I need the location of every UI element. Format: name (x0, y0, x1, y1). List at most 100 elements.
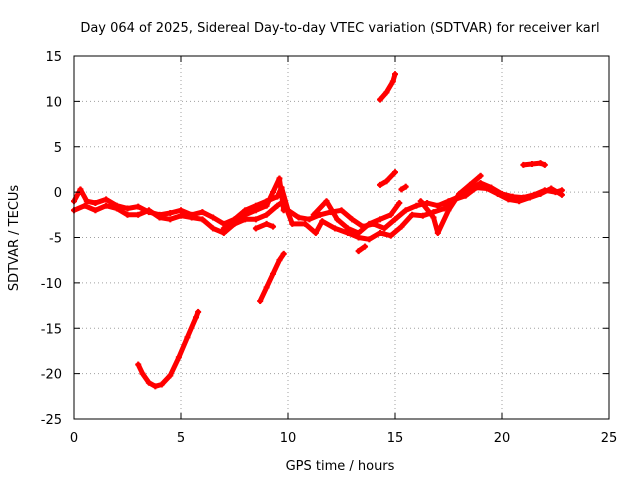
data-point (274, 193, 281, 200)
data-point (419, 212, 426, 219)
data-point (392, 216, 398, 223)
data-point (306, 216, 313, 223)
series-seg-14.3-15h-high (377, 71, 398, 103)
data-point (124, 205, 131, 212)
data-point (257, 298, 264, 305)
data-point (263, 220, 270, 227)
data-point (175, 354, 182, 361)
data-point (274, 202, 281, 209)
data-point (135, 211, 142, 218)
data-point (520, 161, 527, 168)
data-point (362, 243, 369, 250)
data-point (409, 211, 416, 218)
data-point (158, 381, 165, 388)
y-tick-label: -10 (41, 277, 62, 292)
data-point (242, 211, 249, 218)
data-point (263, 284, 270, 291)
data-point (103, 196, 110, 203)
y-tick-label: 5 (54, 141, 62, 156)
data-point (135, 203, 142, 210)
data-point (441, 205, 448, 212)
data-point (135, 361, 142, 368)
data-point (323, 198, 330, 205)
data-point (92, 200, 99, 207)
data-point (402, 183, 409, 190)
data-point (178, 207, 184, 214)
data-point (344, 225, 351, 232)
data-point (477, 172, 484, 179)
data-point (558, 191, 565, 198)
data-point (167, 216, 174, 223)
data-point (276, 175, 283, 182)
data-point (389, 78, 396, 85)
data-point (270, 270, 277, 277)
data-point (92, 207, 99, 214)
data-point (377, 96, 384, 103)
data-point (103, 202, 110, 209)
data-point (276, 257, 283, 264)
data-point (263, 211, 270, 218)
data-point (377, 216, 384, 223)
x-tick-label: 25 (601, 431, 618, 446)
data-point (302, 220, 309, 227)
y-tick-label: 0 (54, 186, 62, 201)
data-point (366, 236, 373, 243)
data-point (466, 181, 473, 188)
data-point (156, 214, 163, 221)
data-point (383, 89, 390, 96)
data-point (349, 216, 356, 223)
data-point (334, 216, 341, 223)
data-point (377, 181, 384, 188)
data-point (199, 209, 206, 216)
y-tick-label: 15 (45, 50, 62, 65)
data-point (317, 211, 324, 218)
data-point (270, 189, 277, 196)
data-point (145, 379, 152, 386)
data-point (199, 216, 206, 223)
data-point (124, 211, 131, 218)
data-point (537, 160, 544, 167)
data-point (355, 229, 362, 236)
data-point (83, 198, 90, 205)
y-axis-label: SDTVAR / TECUs (7, 185, 22, 292)
data-point (289, 220, 296, 227)
data-point (387, 211, 394, 218)
data-series (71, 71, 565, 390)
data-point (387, 232, 394, 239)
data-point (392, 169, 398, 176)
data-point (505, 196, 512, 203)
data-point (477, 180, 484, 187)
y-tick-label: -15 (41, 322, 62, 337)
data-point (430, 214, 437, 221)
data-point (252, 216, 259, 223)
data-point (417, 198, 424, 205)
data-point (484, 185, 491, 192)
data-point (113, 205, 120, 212)
data-point (210, 214, 217, 221)
data-point (398, 186, 405, 193)
data-point (167, 372, 174, 379)
series-seg-14.3-15h-mid (377, 169, 398, 188)
axis-ticks: 0 5 10 15 20 25 -25 -20 -15 -10 -5 0 5 10 15 (41, 50, 618, 446)
x-tick-label: 10 (280, 431, 297, 446)
data-point (402, 207, 409, 214)
y-tick-label: -20 (41, 368, 62, 383)
data-point (526, 194, 533, 201)
data-point (528, 160, 535, 167)
data-point (541, 161, 548, 168)
data-point (319, 218, 326, 225)
data-point (270, 223, 277, 230)
data-point (310, 211, 317, 218)
data-point (398, 223, 405, 230)
data-point (462, 192, 469, 199)
data-point (312, 229, 319, 236)
data-point (145, 207, 152, 214)
data-point (548, 185, 555, 192)
data-point (192, 314, 199, 321)
data-point (139, 370, 146, 377)
data-point (355, 248, 362, 255)
data-point (332, 225, 339, 232)
data-point (152, 383, 159, 390)
data-point (396, 200, 403, 207)
data-point (473, 184, 480, 191)
